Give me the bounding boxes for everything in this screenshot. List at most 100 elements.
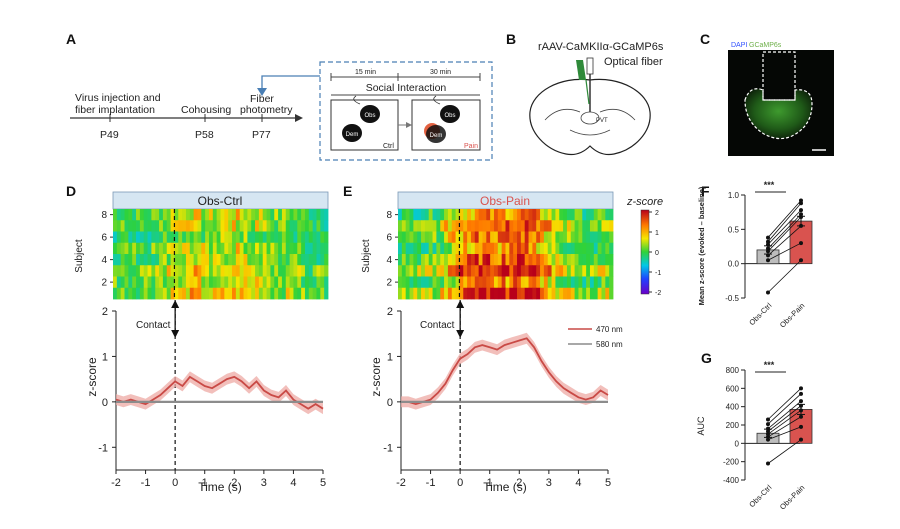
heatmap-cell bbox=[278, 209, 283, 221]
heatmap-cell bbox=[151, 242, 156, 255]
heatmap-cell bbox=[543, 287, 549, 300]
bar-chart-f: 1.0 0.5 0.0 -0.5 Obs-Ctrl Obs-Pain bbox=[725, 191, 813, 330]
heatmap-cell bbox=[524, 276, 529, 289]
paired-line bbox=[767, 439, 802, 464]
heatmap-cell bbox=[220, 231, 225, 244]
heatmap-cell bbox=[128, 231, 133, 244]
heatmap-cell bbox=[293, 242, 298, 255]
heatmap-cell bbox=[262, 254, 267, 266]
optical-fiber-label: Optical fiber bbox=[604, 56, 663, 68]
trace-ytick-label: 0 bbox=[387, 397, 393, 409]
heatmap-cell bbox=[482, 209, 487, 221]
heatmap-cell bbox=[398, 231, 403, 244]
heatmap-cell bbox=[278, 265, 283, 277]
heatmap-cell bbox=[401, 265, 407, 277]
heatmap-cell bbox=[147, 287, 152, 300]
heatmap-cell bbox=[440, 242, 445, 255]
heatmap-cell bbox=[224, 276, 229, 289]
heatmap-cell bbox=[208, 287, 214, 300]
heatmap-cell bbox=[220, 242, 225, 255]
heatmap-cell bbox=[609, 254, 614, 266]
heatmap-cell bbox=[143, 209, 148, 221]
heatmap-cell bbox=[551, 276, 556, 289]
timeline-arrowhead bbox=[295, 114, 303, 122]
brain-contour-bottom bbox=[569, 129, 611, 136]
heatmap-cell bbox=[155, 242, 160, 255]
heatmap-cell bbox=[185, 231, 191, 244]
cage-link-arrow bbox=[406, 122, 412, 128]
heatmap-cell bbox=[555, 254, 560, 266]
heatmap-cell bbox=[436, 254, 441, 266]
heatmap-cell bbox=[301, 287, 306, 300]
heatmap-cell bbox=[497, 276, 503, 289]
heatmap-ytick-label: 8 bbox=[386, 210, 392, 221]
heatmap-cell bbox=[398, 220, 403, 232]
paired-point bbox=[799, 391, 803, 396]
heatmap-cell bbox=[182, 231, 187, 244]
heatmap-cell bbox=[501, 254, 506, 266]
contact-label-d: Contact bbox=[136, 320, 171, 331]
heatmap-cell bbox=[605, 254, 610, 266]
heatmap-cell bbox=[124, 276, 129, 289]
heatmap-cell bbox=[258, 231, 264, 244]
heatmap-cell bbox=[424, 254, 430, 266]
heatmap-cell bbox=[597, 242, 602, 255]
heatmap-cell bbox=[162, 265, 168, 277]
heatmap-cell bbox=[124, 220, 129, 232]
heatmap-cell bbox=[182, 287, 187, 300]
heatmap-cell bbox=[255, 242, 260, 255]
heatmap-cell bbox=[251, 220, 256, 232]
heatmap-cell bbox=[563, 209, 568, 221]
heatmap-cell bbox=[405, 231, 410, 244]
heatmap-cell bbox=[409, 242, 414, 255]
heatmap-cell bbox=[132, 220, 137, 232]
heatmap-cell bbox=[589, 287, 595, 300]
heatmap-cell bbox=[444, 287, 449, 300]
heatmap-cell bbox=[574, 209, 579, 221]
heatmap-cell bbox=[274, 231, 279, 244]
heatmap-cell bbox=[228, 254, 233, 266]
heatmap-cell bbox=[555, 231, 560, 244]
heatmap-cell bbox=[570, 287, 576, 300]
heatmap-cell bbox=[528, 231, 533, 244]
heatmap-cell bbox=[301, 231, 306, 244]
heatmap-cell bbox=[320, 209, 325, 221]
heatmap-cell bbox=[208, 254, 214, 266]
heatmap-cell bbox=[185, 254, 191, 266]
heatmap-cell bbox=[505, 242, 510, 255]
heatmap-cell bbox=[578, 209, 583, 221]
heatmap-cell bbox=[513, 220, 518, 232]
heatmap-cell bbox=[478, 209, 483, 221]
heatmap-cell bbox=[578, 254, 583, 266]
trace-xtick-label: 5 bbox=[320, 477, 326, 489]
heatmap-cell bbox=[247, 254, 252, 266]
heatmap-cell bbox=[255, 209, 260, 221]
heatmap-cell bbox=[493, 265, 499, 277]
contact-arrowhead bbox=[456, 330, 465, 338]
heatmap-cell bbox=[197, 287, 202, 300]
heatmap-cell bbox=[270, 209, 275, 221]
heatmap-cell bbox=[224, 231, 229, 244]
heatmap-cell bbox=[281, 254, 287, 266]
heatmap-cell bbox=[220, 254, 225, 266]
heatmap-cell bbox=[285, 276, 291, 289]
heatmap-cell bbox=[166, 220, 171, 232]
heatmap-cell bbox=[262, 242, 267, 255]
heatmap-cell bbox=[543, 254, 549, 266]
heatmap-cell bbox=[601, 209, 606, 221]
heatmap-cell bbox=[235, 254, 241, 266]
heatmap-cell bbox=[293, 254, 298, 266]
heatmap-cell bbox=[513, 276, 518, 289]
heatmap-cell bbox=[482, 276, 487, 289]
panel-letter-a: A bbox=[66, 31, 76, 47]
heatmap-cell bbox=[293, 287, 298, 300]
paired-point bbox=[766, 437, 770, 442]
colorbar-tick-label: -2 bbox=[655, 290, 661, 297]
paired-point bbox=[799, 437, 803, 442]
heatmap-cell bbox=[274, 276, 279, 289]
heatmap-cell bbox=[289, 276, 294, 289]
heatmap-cell bbox=[205, 265, 210, 277]
heatmap-cell bbox=[559, 231, 564, 244]
heatmap-cell bbox=[139, 209, 145, 221]
